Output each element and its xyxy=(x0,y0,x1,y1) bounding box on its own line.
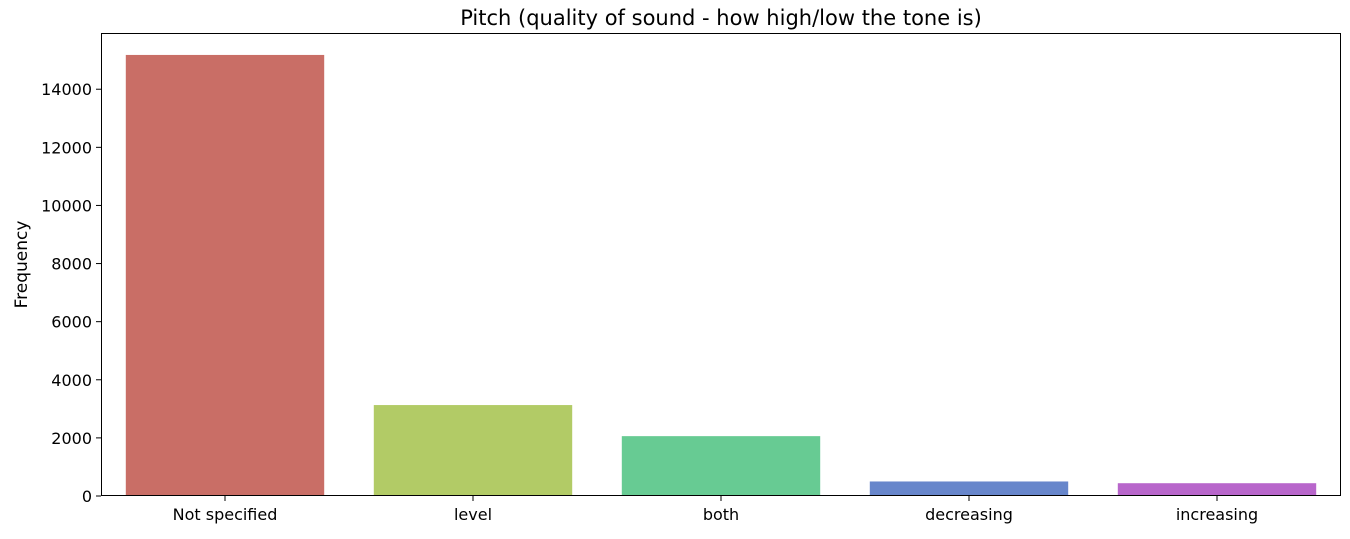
y-tick-label: 4000 xyxy=(51,371,92,390)
chart-title: Pitch (quality of sound - how high/low t… xyxy=(460,6,982,30)
bar-decreasing xyxy=(869,481,1069,496)
y-tick-label: 0 xyxy=(82,487,92,506)
y-tick-label: 6000 xyxy=(51,313,92,332)
y-tick-label: 12000 xyxy=(41,138,92,157)
x-axis-ticks: Not specified level both decreasing increasi… xyxy=(173,496,1258,524)
x-tick-label: increasing xyxy=(1176,505,1258,524)
x-tick-label: decreasing xyxy=(925,505,1013,524)
bar-not-specified xyxy=(125,54,325,497)
bar-level xyxy=(373,405,573,496)
x-tick-label: both xyxy=(703,505,739,524)
bar-increasing xyxy=(1117,483,1317,496)
plot-frame xyxy=(101,33,1341,496)
y-tick-label: 14000 xyxy=(41,80,92,99)
y-tick-label: 8000 xyxy=(51,255,92,274)
bars-group xyxy=(125,54,1317,497)
y-tick-label: 2000 xyxy=(51,429,92,448)
bar-both xyxy=(621,436,821,496)
x-tick-label: level xyxy=(454,505,492,524)
x-tick-label: Not specified xyxy=(173,505,278,524)
y-axis-title: Frequency xyxy=(12,221,32,309)
y-tick-label: 10000 xyxy=(41,196,92,215)
y-axis-ticks: 0 2000 4000 6000 8000 10000 12000 14000 xyxy=(41,80,101,506)
